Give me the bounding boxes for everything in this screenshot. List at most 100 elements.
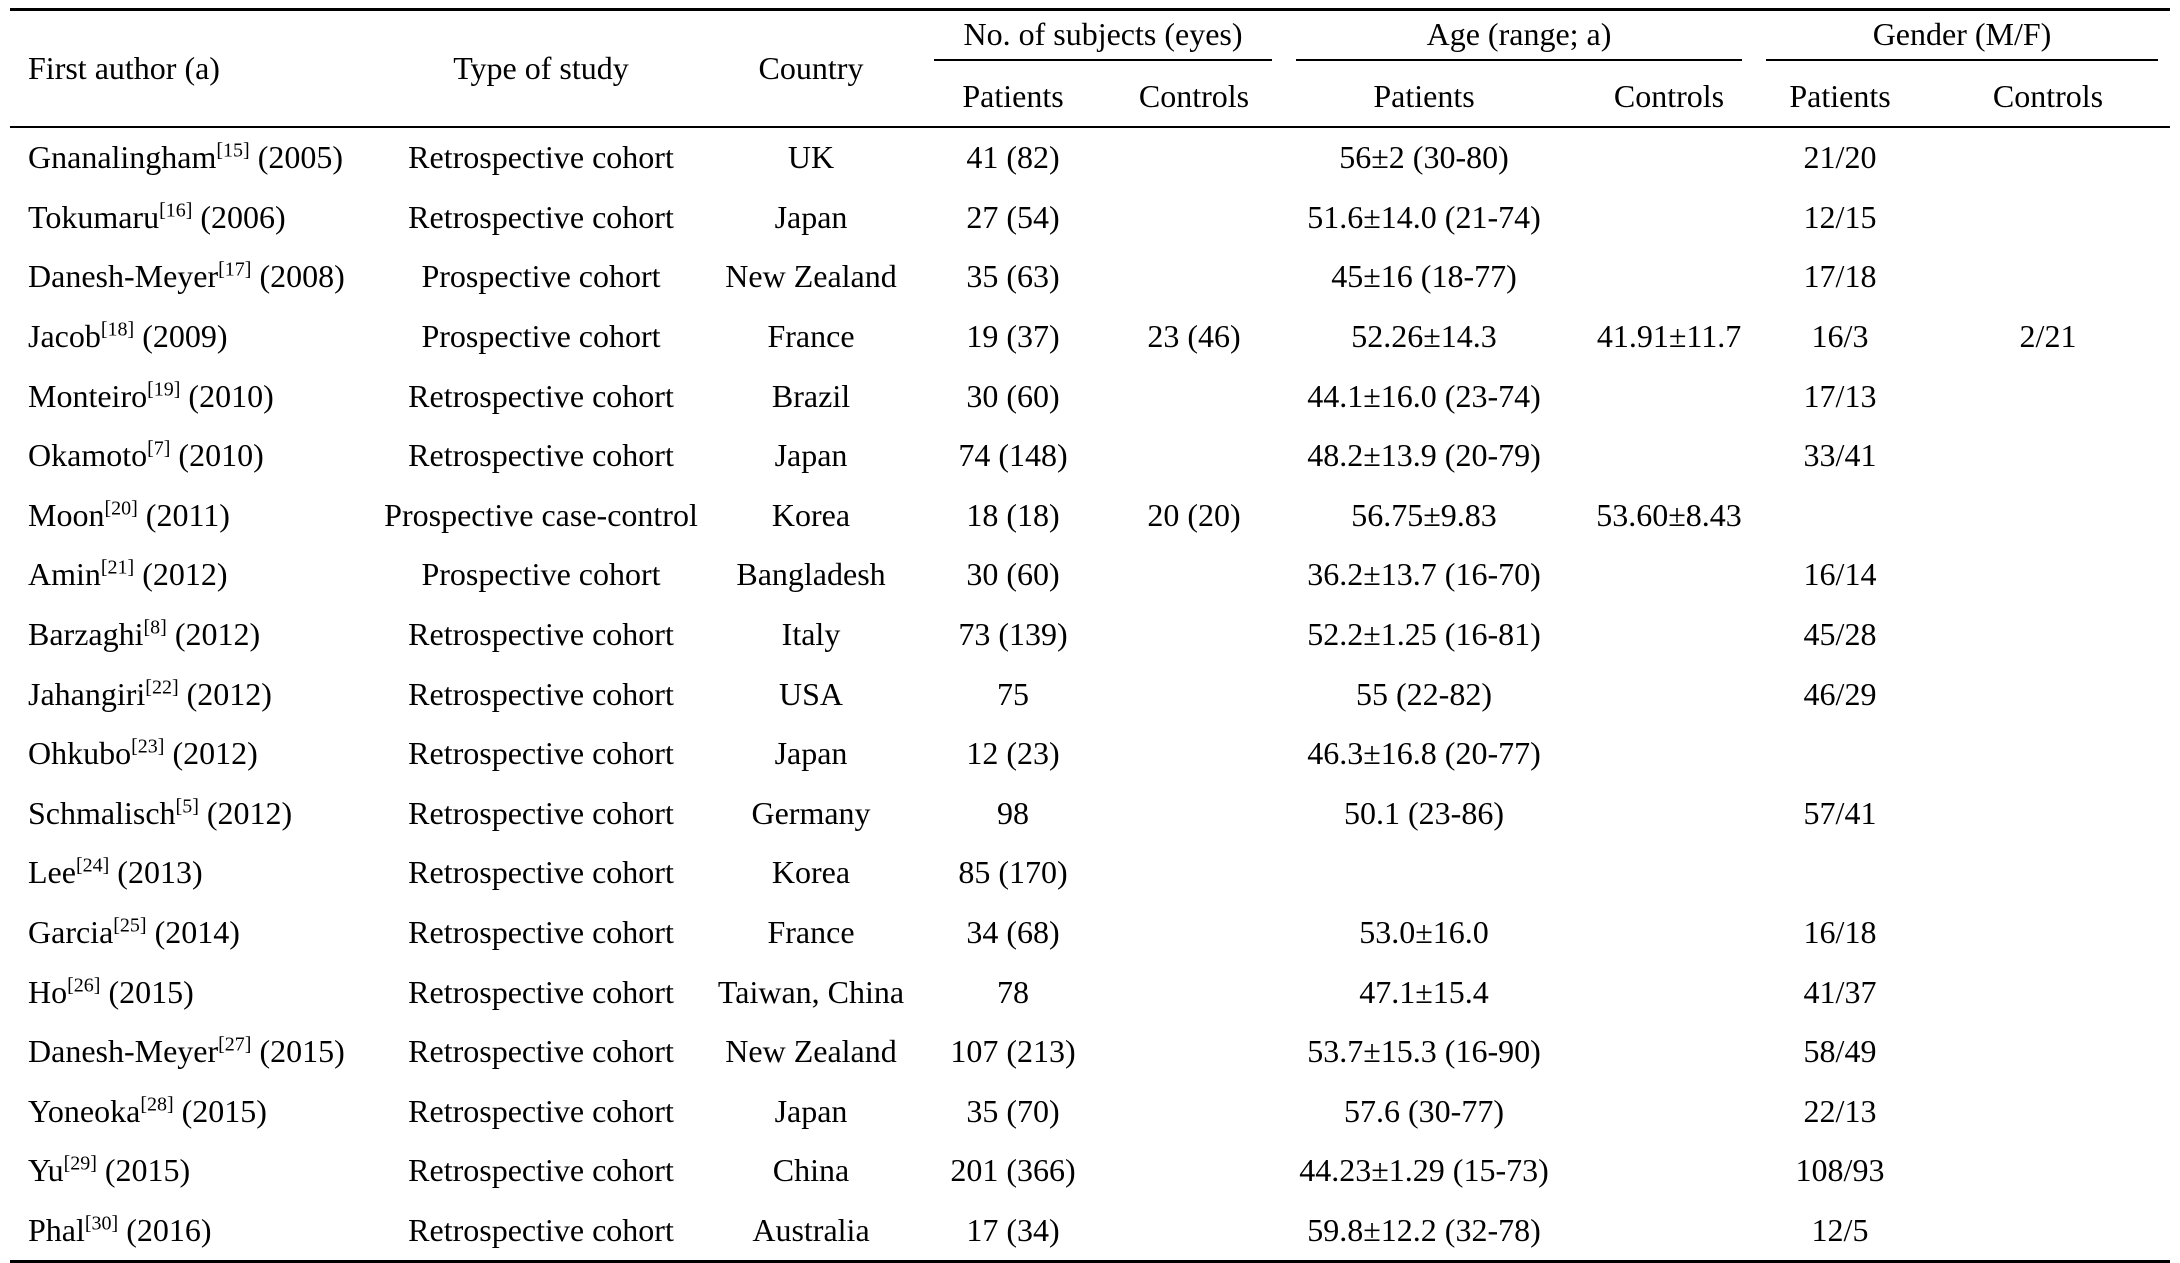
cell-subjects-patients: 41 (82) xyxy=(966,139,1060,176)
cell-age-controls xyxy=(1584,903,1754,963)
cell-country: New Zealand xyxy=(725,1033,897,1070)
cell-age-patients xyxy=(1284,843,1584,903)
author-name: Barzaghi xyxy=(28,615,144,652)
cell-subjects-controls xyxy=(1104,1141,1284,1201)
cell-gender-patients: 12/15 xyxy=(1803,198,1877,235)
header-subjects-label: No. of subjects (eyes) xyxy=(934,17,1272,61)
reference-number: [7] xyxy=(147,437,171,460)
cell-subjects-patients: 19 (37) xyxy=(966,317,1060,354)
cell-age-patients: 50.1 (23-86) xyxy=(1344,794,1504,831)
publication-year: (2011) xyxy=(137,496,230,533)
cell-gender-controls xyxy=(1926,605,2170,665)
cell-type-of-study: Retrospective cohort xyxy=(408,854,674,891)
cell-gender-controls xyxy=(1926,664,2170,724)
reference-number: [20] xyxy=(104,497,138,520)
publication-year: (2010) xyxy=(180,377,274,414)
cell-type-of-study: Prospective case-control xyxy=(384,496,698,533)
cell-age-controls xyxy=(1584,366,1754,426)
author-name: Garcia xyxy=(28,913,114,950)
table-row: Monteiro[19] (2010) Retrospective cohort B… xyxy=(10,366,2170,426)
author-name: Ho xyxy=(28,973,68,1010)
cell-age-patients: 53.0±16.0 xyxy=(1359,913,1489,950)
cell-gender-controls xyxy=(1926,1022,2170,1082)
cell-subjects-controls xyxy=(1104,903,1284,963)
cell-type-of-study: Prospective cohort xyxy=(421,258,661,295)
cell-type-of-study: Prospective cohort xyxy=(421,317,661,354)
cell-subjects-controls xyxy=(1104,127,1284,188)
table-row: Jacob[18] (2009) Prospective cohort France… xyxy=(10,307,2170,367)
cell-subjects-patients: 78 xyxy=(997,973,1029,1010)
publication-year: (2012) xyxy=(166,615,261,652)
header-age-group: Age (range; a) xyxy=(1284,8,1754,67)
cell-gender-patients: 33/41 xyxy=(1803,437,1877,474)
cell-gender-patients: 16/14 xyxy=(1803,556,1877,593)
author-name: Jahangiri xyxy=(28,675,146,712)
header-age-patients: Patients xyxy=(1284,67,1584,128)
header-gender-controls: Controls xyxy=(1926,67,2170,128)
reference-number: [19] xyxy=(147,377,181,400)
author-name: Schmalisch xyxy=(28,794,176,831)
cell-gender-patients: 46/29 xyxy=(1803,675,1877,712)
table-row: Jahangiri[22] (2012) Retrospective cohort… xyxy=(10,664,2170,724)
author-name: Amin xyxy=(28,556,101,593)
cell-gender-patients xyxy=(1754,724,1926,784)
cell-first-author: Danesh-Meyer[17] (2008) xyxy=(10,247,382,307)
publication-year: (2015) xyxy=(251,1033,345,1070)
cell-subjects-controls: 20 (20) xyxy=(1147,496,1241,533)
author-name: Jacob xyxy=(28,317,101,354)
cell-age-controls xyxy=(1584,188,1754,248)
table-row: Amin[21] (2012) Prospective cohort Banglad… xyxy=(10,545,2170,605)
cell-country: France xyxy=(767,913,855,950)
cell-subjects-controls: 23 (46) xyxy=(1147,317,1241,354)
table-row: Okamoto[7] (2010) Retrospective cohort Jap… xyxy=(10,426,2170,486)
cell-subjects-patients: 107 (213) xyxy=(950,1033,1076,1070)
author-name: Tokumaru xyxy=(28,198,160,235)
cell-age-patients: 55 (22-82) xyxy=(1356,675,1492,712)
cell-type-of-study: Retrospective cohort xyxy=(408,973,674,1010)
cell-type-of-study: Retrospective cohort xyxy=(408,377,674,414)
header-type-of-study: Type of study xyxy=(382,8,700,128)
cell-subjects-patients: 201 (366) xyxy=(950,1152,1076,1189)
header-first-author: First author (a) xyxy=(10,8,382,128)
cell-first-author: Garcia[25] (2014) xyxy=(10,903,382,963)
author-name: Danesh-Meyer xyxy=(28,1033,219,1070)
reference-number: [18] xyxy=(100,318,135,341)
cell-age-patients: 46.3±16.8 (20-77) xyxy=(1307,735,1541,772)
publication-year: (2005) xyxy=(249,139,344,176)
table-row: Gnanalingham[15] (2005) Retrospective coh… xyxy=(10,127,2170,188)
cell-country: UK xyxy=(787,139,835,176)
reference-number: [26] xyxy=(67,973,101,996)
cell-gender-controls: 2/21 xyxy=(2019,317,2077,354)
cell-subjects-controls xyxy=(1104,426,1284,486)
cell-age-controls xyxy=(1584,962,1754,1022)
cell-first-author: Moon[20] (2011) xyxy=(10,486,382,546)
cell-subjects-controls xyxy=(1104,247,1284,307)
publication-year: (2013) xyxy=(109,854,203,891)
table-row: Schmalisch[5] (2012) Retrospective cohort… xyxy=(10,784,2170,844)
cell-subjects-controls xyxy=(1104,188,1284,248)
cell-subjects-patients: 35 (63) xyxy=(966,258,1060,295)
cell-first-author: Jacob[18] (2009) xyxy=(10,307,382,367)
table-header: First author (a) Type of study Country N… xyxy=(10,8,2170,128)
cell-country: USA xyxy=(778,675,843,712)
cell-age-controls xyxy=(1584,426,1754,486)
header-subjects-controls: Controls xyxy=(1104,67,1284,128)
cell-subjects-patients: 27 (54) xyxy=(966,198,1060,235)
cell-age-patients: 53.7±15.3 (16-90) xyxy=(1307,1033,1541,1070)
reference-number: [27] xyxy=(218,1033,252,1056)
cell-type-of-study: Retrospective cohort xyxy=(408,913,674,950)
cell-subjects-patients: 75 xyxy=(997,675,1029,712)
cell-gender-controls xyxy=(1926,188,2170,248)
cell-country: Korea xyxy=(771,496,851,533)
cell-subjects-patients: 74 (148) xyxy=(958,437,1068,474)
cell-gender-controls xyxy=(1926,127,2170,188)
cell-type-of-study: Retrospective cohort xyxy=(408,1033,674,1070)
author-name: Monteiro xyxy=(28,377,148,414)
cell-subjects-patients: 17 (34) xyxy=(922,1200,1104,1263)
cell-first-author: Ohkubo[23] (2012) xyxy=(10,724,382,784)
cell-country: Japan xyxy=(774,437,848,474)
header-gender-group: Gender (M/F) xyxy=(1754,8,2170,67)
cell-first-author: Lee[24] (2013) xyxy=(10,843,382,903)
cell-country: New Zealand xyxy=(725,258,897,295)
publication-year: (2015) xyxy=(100,973,194,1010)
